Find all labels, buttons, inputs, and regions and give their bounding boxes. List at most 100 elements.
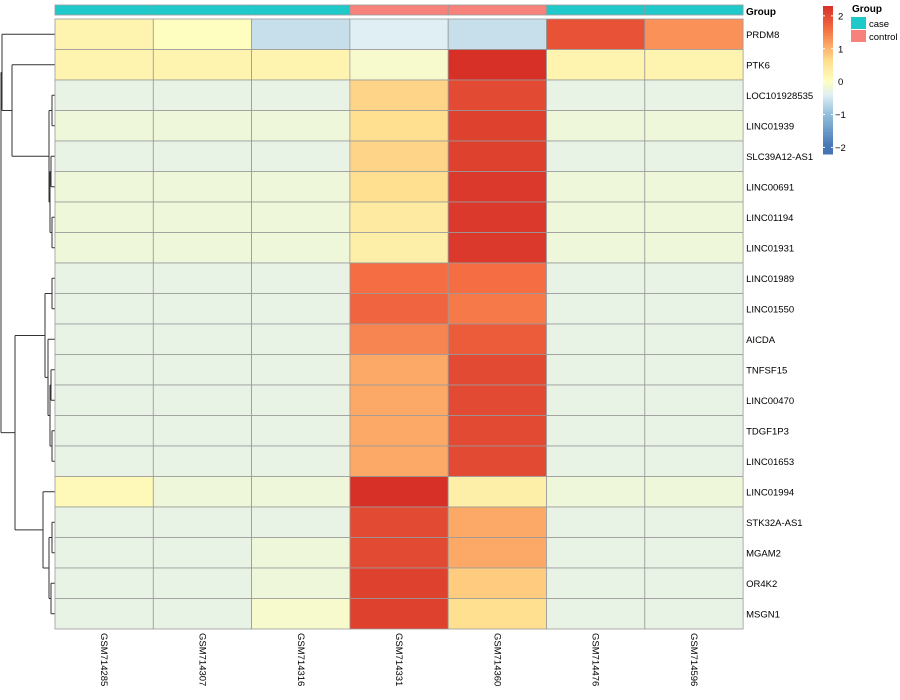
heatmap-cell: [349, 49, 449, 81]
color-scale-tick-label: 2: [838, 11, 843, 22]
heatmap-cell: [251, 110, 351, 142]
annotation-cell: [152, 4, 253, 16]
heatmap-cell: [152, 384, 253, 416]
color-scale-segment: [823, 67, 833, 71]
heatmap-cell: [546, 201, 646, 233]
column-label: GSM714360: [491, 633, 502, 686]
heatmap-cell: [251, 354, 351, 386]
heatmap-cell: [349, 323, 449, 355]
color-scale-tick-label: 1: [838, 44, 843, 55]
heatmap-cell: [152, 354, 253, 386]
heatmap-cell: [152, 506, 253, 538]
heatmap-cell: [152, 323, 253, 355]
heatmap-cell: [54, 232, 154, 264]
heatmap-cell: [349, 445, 449, 477]
color-scale-segment: [823, 10, 833, 14]
heatmap-cell: [546, 262, 646, 294]
color-scale-segment: [823, 18, 833, 22]
color-scale-segment: [823, 50, 833, 54]
heatmap-cell: [251, 18, 351, 50]
heatmap-cell: [152, 567, 253, 599]
heatmap-cell: [251, 262, 351, 294]
color-scale-segment: [823, 84, 833, 88]
row-label: LINC00691: [746, 182, 794, 193]
heatmap-cells: [54, 18, 744, 630]
heatmap-cell: [349, 171, 449, 203]
row-label: LINC01194: [746, 213, 793, 224]
heatmap-cell: [447, 18, 547, 50]
color-scale-segment: [823, 139, 833, 143]
color-scale-segment: [823, 25, 833, 29]
row-label: OR4K2: [746, 579, 777, 590]
heatmap-cell: [349, 293, 449, 325]
heatmap-cell: [447, 445, 547, 477]
heatmap-cell: [447, 354, 547, 386]
heatmap-cell: [644, 18, 744, 50]
color-scale-segment: [823, 13, 833, 17]
heatmap-cell: [546, 384, 646, 416]
heatmap-cell: [54, 567, 154, 599]
heatmap-cell: [251, 567, 351, 599]
heatmap-cell: [349, 140, 449, 172]
color-scale-segment: [823, 57, 833, 61]
color-scale-segment: [823, 6, 833, 9]
group-legend-swatch: [851, 30, 866, 42]
color-scale-segment: [823, 8, 833, 12]
annotation-cell: [644, 4, 744, 16]
column-label: GSM714476: [590, 633, 601, 686]
heatmap-cell: [54, 262, 154, 294]
color-scale-segment: [823, 141, 833, 145]
heatmap-cell: [54, 18, 154, 50]
heatmap-cell: [349, 598, 449, 630]
heatmap-cell: [644, 140, 744, 172]
group-legend-label: control: [869, 32, 898, 43]
heatmap-cell: [54, 140, 154, 172]
heatmap-cell: [644, 201, 744, 233]
column-label: GSM714285: [98, 633, 109, 686]
row-label: LOC101928535: [746, 91, 813, 102]
heatmap-cell: [152, 232, 253, 264]
heatmap-cell: [546, 171, 646, 203]
color-scale-segment: [823, 89, 833, 93]
heatmap-cell: [447, 49, 547, 81]
heatmap-cell: [546, 110, 646, 142]
heatmap-cell: [546, 232, 646, 264]
heatmap-cell: [54, 49, 154, 81]
heatmap-cell: [251, 323, 351, 355]
color-scale-segment: [823, 40, 833, 44]
heatmap-cell: [546, 293, 646, 325]
heatmap-cell: [644, 171, 744, 203]
column-label: GSM714596: [688, 633, 699, 686]
color-scale-segment: [823, 124, 833, 128]
row-label: TDGF1P3: [746, 426, 789, 437]
heatmap-cell: [447, 171, 547, 203]
heatmap-cell: [54, 537, 154, 569]
heatmap-cell: [54, 354, 154, 386]
heatmap-cell: [644, 598, 744, 630]
column-label: GSM714331: [393, 633, 404, 686]
heatmap-cell: [349, 415, 449, 447]
color-scale-segment: [823, 99, 833, 103]
heatmap-cell: [447, 79, 547, 111]
heatmap-cell: [546, 537, 646, 569]
annotation-bar-title: Group: [746, 7, 776, 18]
heatmap-cell: [54, 384, 154, 416]
heatmap-cell: [447, 415, 547, 447]
row-label: LINC01931: [746, 243, 794, 254]
color-scale-segment: [823, 33, 833, 37]
row-label: LINC01653: [746, 457, 794, 468]
heatmap-cell: [644, 476, 744, 508]
heatmap-cell: [251, 171, 351, 203]
heatmap-cell: [54, 171, 154, 203]
heatmap-cell: [644, 232, 744, 264]
color-scale-segment: [823, 87, 833, 91]
heatmap-cell: [349, 476, 449, 508]
heatmap-cell: [644, 49, 744, 81]
heatmap-cell: [349, 354, 449, 386]
heatmap-cell: [349, 506, 449, 538]
heatmap-cell: [152, 415, 253, 447]
color-scale-segment: [823, 104, 833, 108]
heatmap-cell: [349, 79, 449, 111]
annotation-cell: [546, 4, 646, 16]
